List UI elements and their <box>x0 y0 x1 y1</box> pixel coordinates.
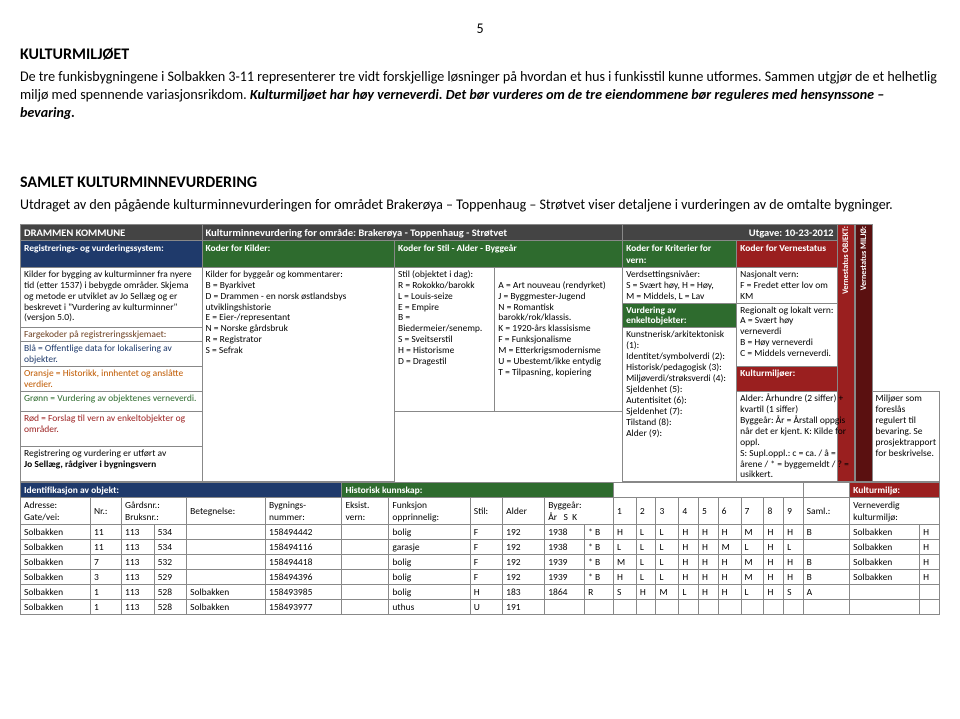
col-bygnr: Bygnings-nummer: <box>266 498 342 525</box>
regsystem-text: Kilder for bygging av kulturminner fra n… <box>21 267 203 328</box>
regsystem-hdr: Registrerings- og vurderingssystem: <box>21 240 203 267</box>
heading-kulturmiljoet: KULTURMILJØET <box>20 45 940 64</box>
col-k1: 1 <box>613 498 636 525</box>
table-row: Solbakken11113534158494442boligF1921938*… <box>21 525 940 540</box>
kriterier-hdr: Koder for Kriterier for vern: <box>623 240 737 267</box>
hist-hdr: Historisk kunnskap: <box>342 483 614 498</box>
utgave-cell: Utgave: 10-23-2012 <box>623 224 837 240</box>
krit-nivaa: Verdsettingsnivåer:S = Svært høy, H = Hø… <box>623 267 737 303</box>
side-miljo: Vernestatus MILJØ: <box>859 226 869 290</box>
stil-hdr: Koder for Stil - Alder - Byggeår <box>395 240 623 267</box>
id-hdr: Identifikasjon av objekt: <box>21 483 342 498</box>
fargekoder-hdr: Fargekoder på registreringsskjemaet: <box>21 328 203 342</box>
col-byggear: Byggeår:År S K <box>545 498 614 525</box>
vern-nasj: Nasjonalt vern:F = Fredet etter lov om K… <box>737 267 837 303</box>
vernestatus-hdr: Koder for Vernestatus <box>737 240 837 267</box>
col-k6: 6 <box>718 498 741 525</box>
col-saml: Saml.: <box>803 498 849 525</box>
col-k3: 3 <box>656 498 679 525</box>
regby: Jo Sellæg, rådgiver i bygningsvern <box>24 458 156 470</box>
col-eksist: Eksist.vern: <box>342 498 389 525</box>
col-k9: 9 <box>784 498 804 525</box>
title-cell: Kulturminnevurdering for område: Brakerø… <box>202 224 623 240</box>
col-nr: Nr.: <box>91 498 122 525</box>
col-k4: 4 <box>679 498 699 525</box>
vern-lokalt: Regionalt og lokalt vern:A = Svært høy v… <box>737 303 837 367</box>
col-betegnelse: Betegnelse: <box>187 498 266 525</box>
stil-col1: Stil (objektet i dag):R = Rokokko/barokk… <box>395 267 495 411</box>
table-row: Solbakken1113528Solbakken158493977uthusU… <box>21 600 940 615</box>
col-k7: 7 <box>741 498 764 525</box>
col-adresse: Adresse:Gate/vei: <box>21 498 91 525</box>
col-k5: 5 <box>699 498 719 525</box>
kilder-hdr: Koder for Kilder: <box>202 240 395 267</box>
col-funksjon: Funksjonopprinnelig: <box>389 498 470 525</box>
table-row: Solbakken7113532158494418boligF1921939* … <box>21 555 940 570</box>
page-number: 5 <box>20 20 940 37</box>
col-gnr: Gårdsnr.:Bruksnr.: <box>122 498 187 525</box>
kommune-cell: DRAMMEN KOMMUNE <box>21 224 203 240</box>
kilder-col: Kilder for byggeår og kommentarer:B = By… <box>202 267 395 482</box>
data-table: Identifikasjon av objekt: Historisk kunn… <box>20 482 940 615</box>
table-row: Solbakken11113534158494116garasjeF192193… <box>21 540 940 555</box>
table-row: Solbakken3113529158494396boligF1921939* … <box>21 570 940 585</box>
col-alder: Alder <box>503 498 545 525</box>
col-k2: 2 <box>636 498 656 525</box>
vern-miljo: Miljøer som foreslås regulert til bevari… <box>872 391 939 481</box>
heading-samlet: SAMLET KULTURMINNEVURDERING <box>20 173 940 192</box>
stil-col2: A = Art nouveau (rendyrket)J = Byggmeste… <box>495 267 623 411</box>
km-hdr2: Kulturmiljø: <box>850 483 940 498</box>
col-stil: Stil: <box>470 498 502 525</box>
farge-green: Grønn = Vurdering av objektenes vernever… <box>21 391 203 411</box>
stil-bottom: Alder: Århundre (2 siffer) + kvartil (1 … <box>737 391 854 481</box>
para-kulturmiljoet: De tre funkisbygningene i Solbakken 3-11… <box>20 68 940 123</box>
farge-orange: Oransje = Historikk, innhentet og anslåt… <box>21 367 203 392</box>
farge-blue: Blå = Offentlige data for lokalisering a… <box>21 342 203 367</box>
vurdering-enkelt-hdr: Vurdering av enkeltobjekter: <box>623 303 737 328</box>
farge-red: Rød = Forslag til vern av enkeltobjekter… <box>21 411 203 446</box>
col-k8: 8 <box>764 498 784 525</box>
col-verneverdi: Verneverdigkulturmiljø: <box>850 498 940 525</box>
table-row: Solbakken1113528Solbakken158493985boligH… <box>21 585 940 600</box>
para-samlet: Utdraget av den pågående kulturminnevurd… <box>20 196 940 214</box>
legend-table: DRAMMEN KOMMUNE Kulturminnevurdering for… <box>20 224 940 483</box>
krit-list: Kunstnerisk/arkitektonisk (1):Identitet/… <box>623 328 737 482</box>
km-subhdr: Kulturmiljøer: <box>737 367 837 392</box>
side-objekt: Vernestatus OBJEKT: <box>841 226 851 294</box>
